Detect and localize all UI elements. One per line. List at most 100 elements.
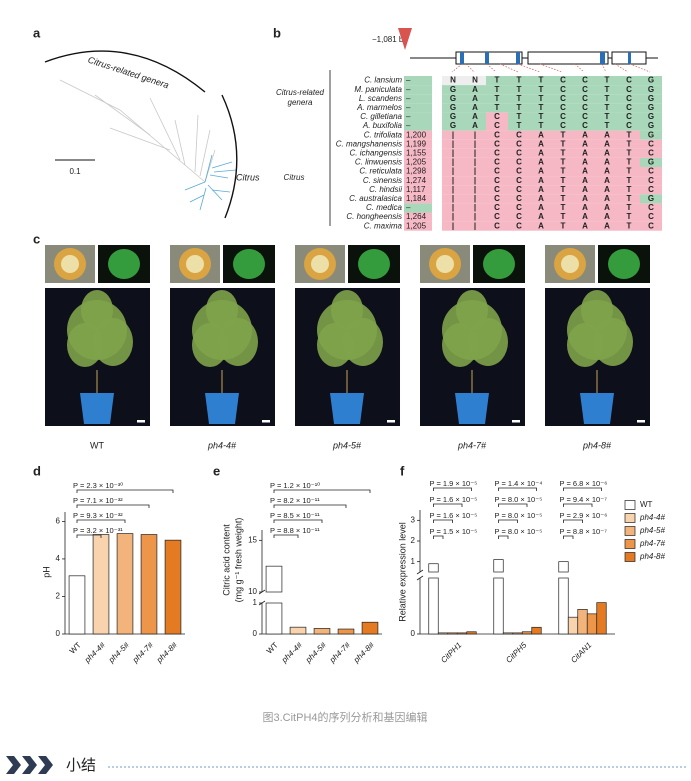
sequence-cell <box>574 212 596 222</box>
sequence-cell <box>640 139 662 149</box>
sequence-cell <box>640 103 662 113</box>
sequence-cell <box>442 76 464 86</box>
nucleotide: C <box>560 121 566 130</box>
nucleotide: T <box>561 221 566 230</box>
legend-swatch <box>624 552 636 562</box>
sequence-cell <box>640 167 662 177</box>
species-name: L. scandens <box>359 94 402 103</box>
sequence-cell <box>486 85 508 95</box>
p-value: P = 6.8 × 10⁻⁶ <box>560 479 608 488</box>
sequence-cell <box>530 76 552 86</box>
sequence-cell <box>464 139 486 149</box>
sequence-cell <box>618 76 640 86</box>
p-value: P = 9.3 × 10⁻³² <box>73 511 123 520</box>
species-name: A. buxifolia <box>362 121 403 130</box>
legend-swatch <box>624 513 636 523</box>
nucleotide: T <box>561 148 566 157</box>
sequence-cell <box>574 167 596 177</box>
nucleotide: A <box>538 203 544 212</box>
nucleotide: C <box>582 121 588 130</box>
nucleotide: | <box>474 130 476 139</box>
nucleotide: C <box>516 212 522 221</box>
x-tick-label: ph4-7# <box>327 640 352 665</box>
genotype-label: ph4-7# <box>457 440 487 450</box>
sequence-cell <box>508 203 530 213</box>
y-tick-label: 6 <box>56 516 61 525</box>
count: – <box>406 94 411 103</box>
count-cell <box>404 76 432 86</box>
sequence-cell <box>596 130 618 140</box>
sequence-cell <box>530 212 552 222</box>
nucleotide: G <box>648 103 654 112</box>
sequence-cell <box>530 130 552 140</box>
significance-bracket <box>498 535 509 539</box>
nucleotide: C <box>648 167 654 176</box>
x-tick-label: ph4-4# <box>279 640 304 665</box>
sequence-cell <box>640 94 662 104</box>
sequence-cell <box>552 112 574 122</box>
clade-label: Citrus <box>236 172 260 182</box>
count: 1,117 <box>406 185 426 194</box>
sequence-cell <box>618 157 640 167</box>
sequence-cell <box>618 221 640 231</box>
sequence-cell <box>530 148 552 158</box>
count: – <box>406 203 411 212</box>
bar <box>164 539 182 635</box>
bar <box>493 559 504 573</box>
nucleotide: C <box>626 85 632 94</box>
significance-bracket <box>273 519 323 523</box>
nucleotide: T <box>605 121 610 130</box>
fruit-core <box>311 255 329 273</box>
nucleotide: C <box>494 167 500 176</box>
sequence-cell <box>486 212 508 222</box>
sequence-cell <box>574 139 596 149</box>
sequence-cell <box>574 157 596 167</box>
nucleotide: C <box>516 221 522 230</box>
nucleotide: T <box>561 158 566 167</box>
nucleotide: G <box>648 112 654 121</box>
nucleotide: | <box>452 139 454 148</box>
sequence-cell <box>574 148 596 158</box>
nucleotide: A <box>582 194 588 203</box>
sequence-cell <box>464 103 486 113</box>
sequence-cell <box>618 194 640 204</box>
nucleotide: A <box>604 203 610 212</box>
sequence-cell <box>552 194 574 204</box>
sequence-cell <box>486 176 508 186</box>
sequence-cell <box>552 103 574 113</box>
y-tick-label: 0 <box>56 629 61 638</box>
sequence-cell <box>640 185 662 195</box>
bar <box>456 632 468 635</box>
nucleotide: T <box>627 130 632 139</box>
p-value: P = 1.5 × 10⁻⁵ <box>430 527 478 536</box>
x-tick-label: WT <box>68 640 83 655</box>
significance-bracket <box>433 535 444 539</box>
p-value: P = 7.1 × 10⁻³² <box>73 496 123 505</box>
plant-canopy <box>206 290 238 330</box>
nucleotide: C <box>582 76 588 85</box>
sequence-cell <box>640 176 662 186</box>
nucleotide: | <box>474 203 476 212</box>
nucleotide: T <box>561 139 566 148</box>
species-name: C. maxima <box>364 221 403 230</box>
sequence-cell <box>574 203 596 213</box>
count: 1,155 <box>406 148 427 157</box>
nucleotide: C <box>494 139 500 148</box>
nucleotide: A <box>582 148 588 157</box>
sequence-cell <box>552 121 574 131</box>
sequence-cell <box>552 203 574 213</box>
sequence-cell <box>464 157 486 167</box>
nucleotide: | <box>474 212 476 221</box>
nucleotide: C <box>494 194 500 203</box>
x-tick-label: ph4-5# <box>106 640 131 665</box>
nucleotide: T <box>627 158 632 167</box>
sequence-cell <box>596 185 618 195</box>
sequence-cell <box>640 121 662 131</box>
sequence-cell <box>552 76 574 86</box>
p-value: P = 8.2 × 10⁻¹¹ <box>270 496 320 505</box>
legend-label: ph4-4# <box>639 513 665 522</box>
nucleotide: C <box>494 148 500 157</box>
nucleotide: A <box>538 148 544 157</box>
sequence-cell <box>464 221 486 231</box>
y-tick-label: 2 <box>411 536 416 545</box>
